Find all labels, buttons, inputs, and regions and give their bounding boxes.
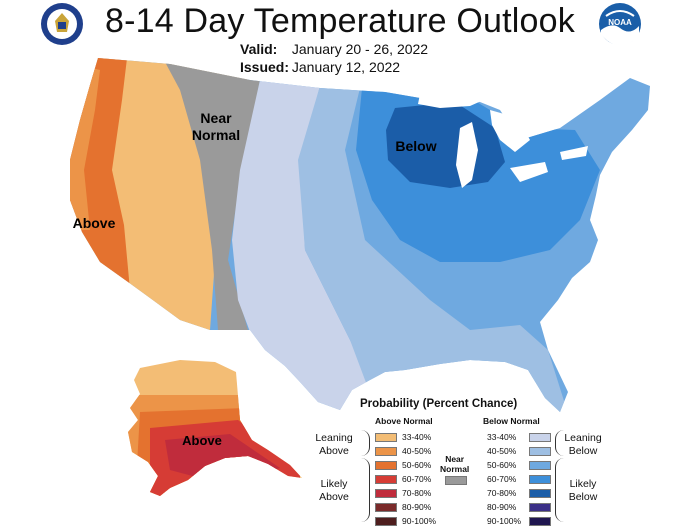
valid-issued-block: Valid: January 20 - 26, 2022 Issued: Jan…	[240, 40, 428, 76]
page-title: 8-14 Day Temperature Outlook	[105, 2, 575, 40]
legend-row-below-5: 70-80%	[487, 487, 551, 499]
legend-row-above-1: 33-40%	[375, 431, 444, 443]
legend-row-below-7: 90-100%	[487, 515, 551, 527]
legend-row-above-7: 90-100%	[375, 515, 444, 527]
leaning-above-label: Leaning Above	[315, 432, 353, 457]
near-normal-label-line1: Near	[200, 110, 232, 126]
legend-row-above-4: 60-70%	[375, 473, 444, 485]
below-great-lakes-label: Below	[395, 138, 436, 154]
below-33-40-area	[232, 80, 370, 412]
above-alaska-label: Above	[182, 433, 222, 448]
legend-row-below-4: 60-70%	[487, 473, 551, 485]
commerce-seal-icon	[41, 3, 83, 45]
legend-title: Probability (Percent Chance)	[360, 398, 518, 410]
legend-row-below-1: 33-40%	[487, 431, 551, 443]
leaning-below-label: Leaning Below	[564, 432, 602, 457]
above-west-label: Above	[73, 215, 116, 231]
noaa-logo-text: NOAA	[608, 18, 632, 27]
issued-label: Issued:	[240, 59, 290, 75]
likely-above-label: Likely Above	[319, 478, 349, 503]
below-70-80-area	[386, 102, 505, 188]
legend-row-above-3: 50-60%	[375, 459, 444, 471]
legend-near-normal-swatch	[445, 476, 467, 485]
legend-row-above-2: 40-50%	[375, 445, 444, 457]
leaning-above-brace	[361, 430, 370, 456]
likely-below-label: Likely Below	[568, 478, 598, 503]
likely-above-brace	[361, 458, 370, 522]
legend-row-below-3: 50-60%	[487, 459, 551, 471]
alaska-region	[128, 360, 302, 496]
noaa-logo-icon: NOAA	[599, 3, 641, 46]
likely-below-brace	[555, 458, 564, 522]
issued-date: January 12, 2022	[291, 59, 401, 75]
legend-row-above-6: 80-90%	[375, 501, 444, 513]
legend-row-below-2: 40-50%	[487, 445, 551, 457]
valid-label: Valid:	[240, 41, 278, 57]
leaning-below-brace	[555, 430, 564, 456]
legend-near-normal-label: Near Normal	[440, 454, 470, 474]
legend: Probability (Percent Chance) Above Norma…	[305, 398, 605, 528]
conus-region	[70, 58, 650, 412]
valid-date: January 20 - 26, 2022	[291, 41, 429, 57]
great-lakes	[418, 88, 588, 188]
above-40-50-area	[70, 60, 100, 230]
legend-row-above-5: 70-80%	[375, 487, 444, 499]
legend-above-header: Above Normal	[375, 416, 433, 426]
legend-below-header: Below Normal	[483, 416, 540, 426]
below-40-50-area	[298, 86, 570, 412]
near-normal-area	[165, 62, 260, 330]
legend-row-below-6: 80-90%	[487, 501, 551, 513]
near-normal-label-line2: Normal	[192, 127, 240, 143]
